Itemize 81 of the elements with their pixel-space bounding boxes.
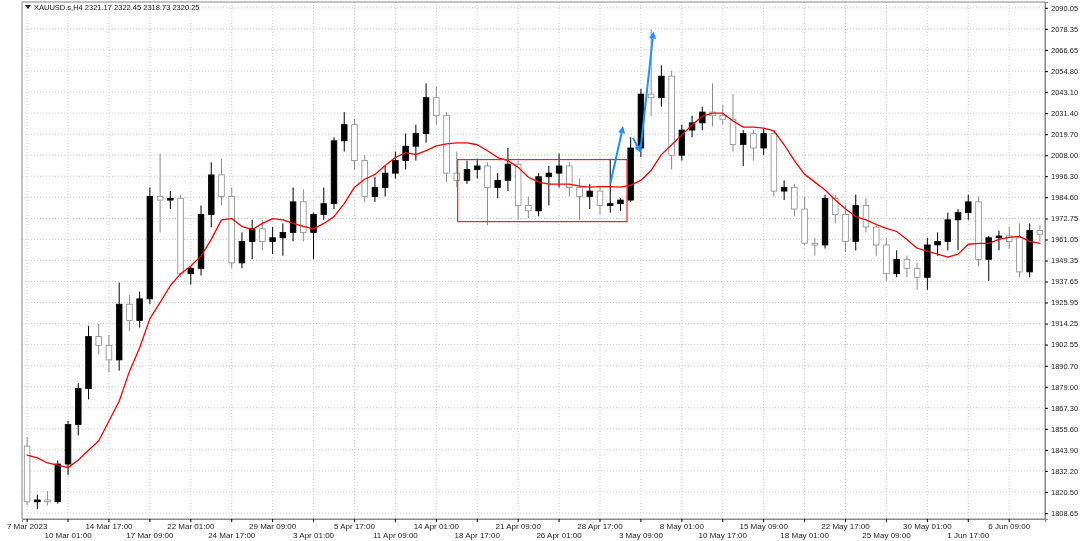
candlestick (596, 185, 604, 215)
candlestick (341, 111, 348, 153)
x-tick-label: 29 Mar 09:00 (249, 521, 297, 531)
candlestick (780, 179, 788, 201)
candlestick (310, 212, 317, 260)
candlestick (402, 133, 409, 171)
candlestick (893, 249, 900, 278)
candlestick (269, 226, 276, 255)
candlestick (238, 231, 246, 269)
candlestick (545, 165, 553, 206)
candlestick (740, 129, 747, 167)
candlestick (279, 222, 287, 257)
candlestick (463, 160, 471, 185)
x-tick-label: 11 Apr 09:00 (373, 530, 419, 540)
x-tick-label: 14 Apr 01:00 (413, 521, 460, 531)
candlestick (412, 124, 420, 162)
candlestick (995, 230, 1003, 251)
x-tick-label: 24 Mar 17:00 (208, 530, 256, 540)
candlestick (105, 334, 113, 373)
candlestick (750, 129, 757, 162)
x-tick-label: 22 May 17:00 (821, 521, 871, 531)
candlestick (136, 291, 143, 329)
candlestick (525, 195, 532, 219)
candlestick (944, 212, 952, 251)
candlestick (474, 158, 481, 180)
candlestick (709, 82, 716, 127)
candlestick (484, 161, 491, 226)
candlestick (903, 255, 911, 278)
candlestick (248, 219, 256, 260)
x-tick-label: 8 May 01:00 (659, 521, 705, 531)
x-tick-label: 28 Apr 17:00 (577, 521, 624, 531)
candlestick (504, 147, 512, 192)
x-tick-label: 7 Mar 2023 (6, 521, 48, 531)
x-tick-label: 26 Apr 01:00 (536, 530, 583, 540)
candlestick (566, 161, 573, 197)
x-tick-label: 5 Apr 17:00 (334, 521, 376, 531)
candlestick (320, 187, 327, 221)
candlestick (453, 151, 460, 188)
candlestick (371, 176, 379, 203)
candlestick (607, 158, 614, 214)
x-tick-label: 3 May 09:00 (618, 530, 664, 540)
candlestick (576, 178, 583, 221)
x-tick-label: 10 May 17:00 (698, 530, 748, 540)
x-tick-label: 14 Mar 17:00 (85, 521, 134, 531)
candlestick (832, 194, 839, 224)
candlestick (218, 158, 225, 206)
candlestick (647, 28, 655, 117)
candlestick (392, 151, 399, 180)
x-tick-label: 18 Apr 17:00 (454, 530, 501, 540)
candlestick (913, 262, 921, 291)
candlestick (934, 231, 941, 257)
candlestick (954, 208, 962, 251)
x-tick-label: 15 May 09:00 (739, 521, 789, 531)
x-tick-label: 6 Jun 09:00 (988, 521, 1031, 531)
x-tick-label: 3 Apr 01:00 (293, 530, 335, 540)
candlestick (381, 165, 389, 197)
candlestick (791, 183, 798, 217)
candlestick (985, 235, 992, 282)
x-tick-label: 10 Mar 01:00 (44, 530, 93, 540)
line-series (26, 112, 1041, 469)
candlestick (719, 104, 726, 126)
candlestick (965, 194, 972, 221)
x-tick-label: 1 Jun 17:00 (947, 530, 990, 540)
candlestick (555, 152, 563, 188)
candlestick (760, 127, 767, 156)
candlestick (862, 197, 870, 233)
x-tick-label: 30 May 01:00 (903, 521, 953, 531)
x-tick-label: 22 Mar 01:00 (167, 521, 215, 531)
x-tick-label: 21 Apr 09:00 (495, 521, 542, 531)
candlestick (433, 86, 440, 126)
candlestick (126, 294, 133, 332)
candlestick (156, 152, 164, 233)
candlestick (586, 183, 593, 210)
x-tick-label: 25 May 09:00 (862, 530, 912, 540)
candlestick (658, 64, 665, 108)
candlestick (95, 323, 102, 356)
x-tick-label: 17 Mar 09:00 (126, 530, 174, 540)
candlestick (872, 222, 880, 257)
x-tick-label: 18 May 01:00 (780, 530, 830, 540)
candlestick (259, 219, 266, 251)
candlestick (494, 172, 501, 199)
